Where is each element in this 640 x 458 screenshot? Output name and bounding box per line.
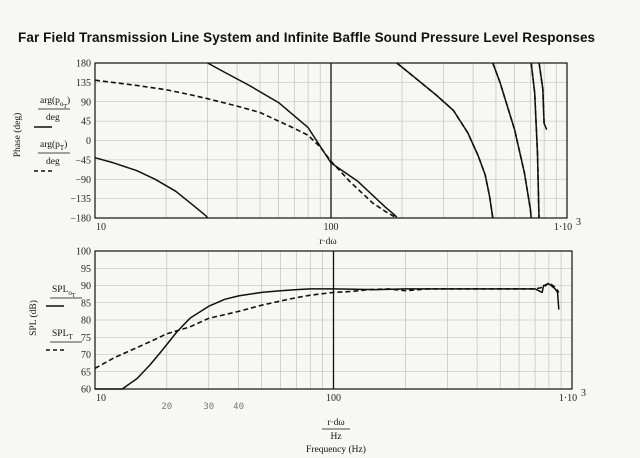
phase-legend-numerator: arg(poT) [40,95,70,110]
chart-title: Far Field Transmission Line System and I… [18,30,596,45]
spl-ytick-label: 100 [76,247,91,258]
spl-legend-sub: o [68,289,72,297]
phase-legend-denominator: deg [46,113,60,123]
phase-plot-frame [94,62,568,219]
spl-xlabel-den: Hz [330,432,341,442]
spl-plot-area: 60 65 70 75 80 85 90 95 100 10 100 1·10 3 SPLoT SPLT 20… [46,247,586,412]
spl-plot-frame [94,250,573,390]
phase-legend-sub2: T [63,104,67,110]
dynamic-chart-layer: 180 135 90 45 0 −45 −90 −135 −180 10 100 1·10 3 arg(p… [34,59,586,412]
spl-series-solid-line [95,283,560,390]
phase-ytick-label: −135 [70,194,91,205]
spl-ytick-label: 60 [81,385,91,396]
spl-ylabel-group: SPL (dB) [28,300,39,336]
spl-ytick-label: 75 [81,333,91,344]
spl-legend-numerator: SPLoT [52,285,76,299]
phase-ytick-label: 0 [86,136,91,147]
phase-legend-sub: o [60,100,64,108]
phase-ylabel: Phase (deg) [12,113,23,158]
phase-xtick-label: 10 [96,222,106,233]
spl-xtick-label: 10 [96,393,106,404]
spl-legend-sub2: T [72,293,76,299]
phase-legend-numerator: arg(pT) [40,139,67,152]
spl-ytick-label: 65 [81,367,91,378]
spl-ytick-label: 85 [81,298,91,309]
phase-legend-denominator: deg [46,157,60,167]
phase-ytick-label: −45 [75,155,91,166]
phase-legend-sub: T [60,144,65,152]
phase-ytick-label: −90 [75,175,91,186]
spl-ylabel: SPL (dB) [28,300,39,336]
spl-xtick-label: 100 [326,393,341,404]
phase-ytick-label: 45 [81,117,91,128]
spl-series-dashed-line [94,281,560,370]
handwritten-annotation: 40 [233,402,244,412]
phase-ytick-label: 135 [76,78,91,89]
spl-ytick-label: 95 [81,264,91,275]
phase-ylabel-group: Phase (deg) [12,113,23,158]
spl-ytick-label: 90 [81,281,91,292]
phase-ytick-label: 90 [81,97,91,108]
spl-legend-numerator: SPLT [52,329,73,341]
spl-xlabel: Frequency (Hz) [306,444,366,455]
phase-plot-area: 180 135 90 45 0 −45 −90 −135 −180 10 100 1·10 3 arg(p… [34,59,581,233]
spl-xtick-label: 1·10 [559,393,577,404]
spl-legend-sub: T [68,333,73,341]
phase-ytick-label: 180 [76,59,91,70]
phase-xtick-label: 100 [324,222,339,233]
handwritten-annotation: 20 [161,402,172,412]
spl-ytick-label: 80 [81,316,91,327]
phase-xtick-label: 1·10 [554,222,572,233]
handwritten-annotation: 30 [203,402,214,412]
phase-legend-close: ) [67,95,70,106]
phase-xtick-exponent: 3 [576,217,581,228]
spl-xlabel-num: r·dω [327,418,344,428]
phase-xlabel-fragment: r·dω [319,237,336,247]
phase-ytick-label: −180 [70,214,91,225]
spl-ytick-label: 70 [81,350,91,361]
phase-legend-close: ) [64,139,67,150]
phase-series-dashed-line [94,62,548,219]
spl-xtick-exponent: 3 [581,388,586,399]
